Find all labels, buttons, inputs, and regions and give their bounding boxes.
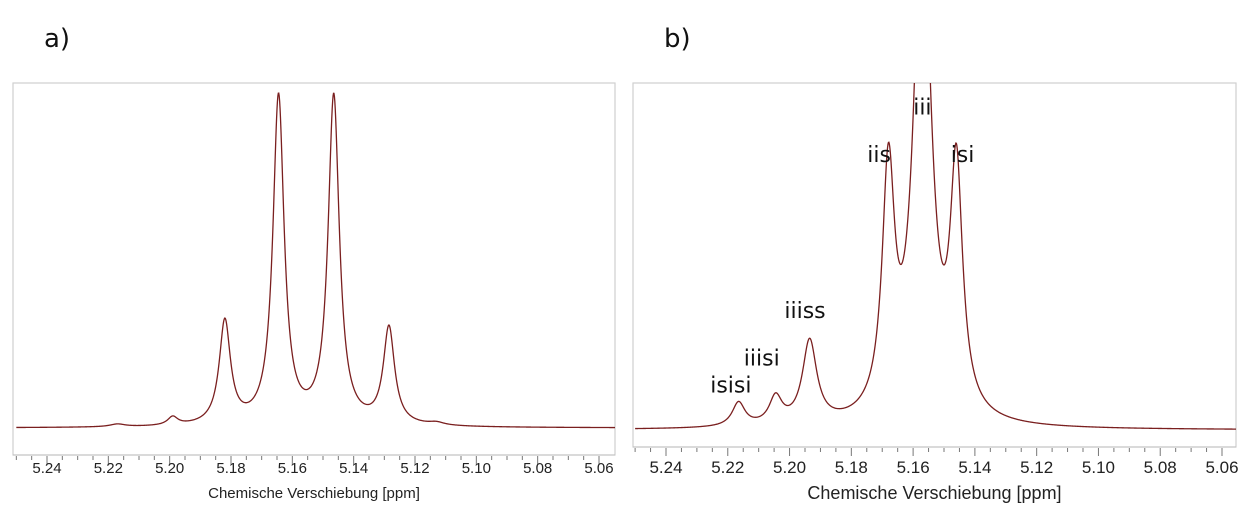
x-tick-label: 5.10	[462, 460, 491, 477]
peak-annotation: isi	[951, 143, 975, 168]
spectrum-panel-a: 5.24 5.22 5.20 5.18 5.16 5.14 5.12 5.10 5.08 5.06…	[12, 82, 616, 502]
spectrum-panel-b: 5.24 5.22 5.20 5.18 5.16 5.14 5.12 5.10 5.08 5.06…	[632, 82, 1239, 503]
spectrum-line	[16, 92, 615, 429]
peak-annotation: iiisi	[744, 347, 780, 372]
x-tick-label: 5.10	[1082, 458, 1115, 477]
x-tick-label: 5.06	[584, 460, 613, 477]
peak-annotation: iii	[913, 96, 931, 121]
x-axis-title: Chemische Verschiebung [ppm]	[807, 483, 1061, 503]
panel-label-a: a)	[44, 24, 71, 54]
x-axis-title: Chemische Verschiebung [ppm]	[208, 485, 420, 502]
peak-annotation: iis	[867, 143, 891, 168]
plot-frame	[12, 82, 616, 456]
x-tick-label: 5.16	[278, 460, 307, 477]
x-tick-label: 5.14	[958, 458, 991, 477]
x-tick-label: 5.08	[1144, 458, 1177, 477]
x-tick-label: 5.06	[1205, 458, 1238, 477]
x-tick-label: 5.08	[523, 460, 552, 477]
x-tick-label: 5.12	[1020, 458, 1053, 477]
x-tick-label: 5.18	[835, 458, 868, 477]
x-tick-label: 5.22	[94, 460, 123, 477]
x-tick-label: 5.20	[155, 460, 184, 477]
x-tick-label: 5.12	[400, 460, 429, 477]
x-tick-label: 5.14	[339, 460, 368, 477]
x-tick-label: 5.22	[711, 458, 744, 477]
x-tick-label: 5.24	[32, 460, 61, 477]
spectrum-line	[635, 83, 1236, 430]
peak-annotation: isisi	[710, 374, 751, 399]
panel-label-b: b)	[664, 24, 691, 54]
x-tick-label: 5.18	[216, 460, 245, 477]
x-tick-label: 5.20	[773, 458, 806, 477]
x-tick-label: 5.24	[649, 458, 682, 477]
peak-annotation: iiiss	[784, 299, 825, 324]
x-tick-label: 5.16	[897, 458, 930, 477]
